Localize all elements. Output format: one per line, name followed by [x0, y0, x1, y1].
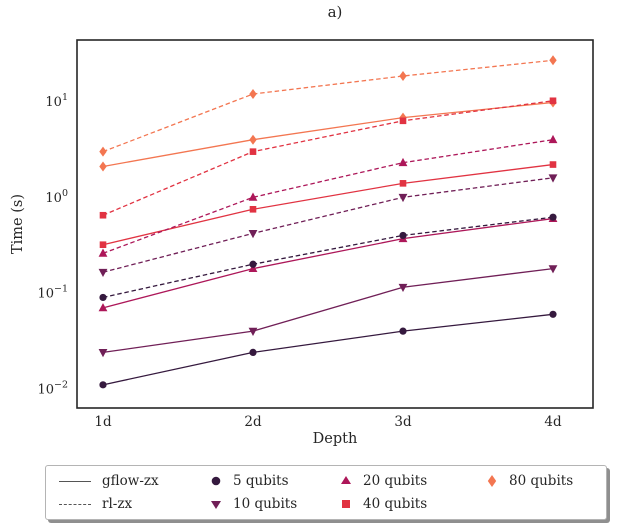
legend-label: 40 qubits — [363, 496, 428, 512]
series-line-40q-gflow-zx — [102, 163, 554, 246]
legend-entry-5-qubits: 5 qubits — [208, 470, 289, 492]
marker-diamond — [399, 71, 407, 82]
marker-triangle-down — [98, 268, 108, 278]
y-tick-label: 10−1 — [37, 284, 68, 302]
legend-label: 20 qubits — [363, 473, 428, 489]
plot-frame — [76, 39, 594, 409]
legend-box: gflow-zx rl-zx 5 qubits 10 qubits 20 qub… — [45, 465, 607, 520]
legend-entry-20-qubits: 20 qubits — [338, 470, 427, 492]
legend-entry-80-qubits: 80 qubits — [484, 470, 573, 492]
y-tick-label: 100 — [45, 188, 68, 206]
marker-triangle-down — [248, 229, 258, 239]
diamond-marker-icon — [487, 475, 497, 487]
legend-label: 80 qubits — [509, 473, 574, 489]
marker-square — [249, 148, 257, 155]
marker-triangle-up — [548, 134, 558, 144]
marker-diamond — [249, 89, 257, 100]
marker-square — [249, 205, 257, 213]
marker-diamond — [99, 161, 107, 172]
marker-circle — [99, 381, 107, 389]
marker-square — [99, 241, 107, 249]
square-marker-icon — [342, 500, 350, 508]
marker-triangle-down — [248, 327, 258, 336]
marker-diamond — [549, 55, 557, 66]
marker-square — [549, 97, 557, 105]
series-line-10q-rl-zx — [102, 177, 554, 273]
marker-diamond — [99, 146, 107, 157]
marker-triangle-up — [98, 248, 108, 257]
y-axis-label: Time (s) — [10, 193, 26, 255]
x-tick-label: 3d — [394, 414, 412, 430]
marker-triangle-up — [398, 157, 408, 167]
series-line-10q-gflow-zx — [102, 267, 554, 354]
marker-triangle-up — [98, 303, 108, 312]
x-axis-label: Depth — [312, 431, 358, 447]
legend-entry-rl-zx: rl-zx — [58, 493, 132, 515]
series-line-20q-gflow-zx — [102, 217, 554, 309]
marker-diamond — [249, 134, 257, 145]
marker-circle — [249, 348, 257, 356]
x-tick-label: 4d — [544, 414, 562, 430]
marker-circle — [249, 260, 257, 268]
marker-square — [99, 211, 107, 219]
marker-triangle-down — [548, 174, 558, 183]
solid-line-swatch — [58, 480, 92, 482]
marker-triangle-down — [398, 283, 408, 293]
series-line-5q-gflow-zx — [102, 313, 554, 386]
legend-label: gflow-zx — [102, 473, 159, 489]
marker-square — [399, 180, 407, 187]
marker-circle — [549, 213, 557, 221]
marker-square — [399, 117, 407, 125]
circle-marker-icon — [211, 476, 221, 486]
legend-entry-10-qubits: 10 qubits — [208, 493, 297, 515]
triangle-down-marker-icon — [211, 501, 221, 509]
x-tick-label: 1d — [94, 414, 112, 430]
y-tick-label: 101 — [45, 92, 68, 110]
legend-label: 5 qubits — [233, 473, 289, 489]
series-line-40q-rl-zx — [102, 100, 554, 216]
series-line-80q-rl-zx — [102, 59, 554, 153]
series-line-5q-rl-zx — [102, 216, 554, 299]
dashed-line-swatch — [58, 503, 92, 505]
legend-entry-40-qubits: 40 qubits — [338, 493, 427, 515]
legend-label: 10 qubits — [233, 496, 298, 512]
marker-triangle-down — [548, 265, 558, 274]
marker-triangle-up — [248, 192, 258, 201]
marker-triangle-down — [398, 193, 408, 203]
plot-canvas: 10−2 10−1 100 101 1d 2d 3d 4d — [37, 39, 594, 430]
marker-circle — [399, 231, 407, 240]
marker-triangle-up — [248, 263, 258, 273]
triangle-up-marker-icon — [341, 476, 351, 484]
series-line-80q-gflow-zx — [102, 101, 554, 168]
x-tick-label: 2d — [244, 414, 262, 430]
marker-circle — [549, 310, 557, 318]
legend-label: rl-zx — [102, 496, 133, 512]
marker-triangle-down — [98, 348, 108, 358]
series-line-20q-rl-zx — [102, 139, 554, 254]
marker-circle — [99, 293, 107, 302]
marker-circle — [399, 327, 407, 335]
legend-entry-gflow-zx: gflow-zx — [58, 470, 159, 492]
y-tick-label: 10−2 — [37, 379, 68, 397]
plot-title: a) — [327, 3, 343, 21]
marker-square — [549, 161, 557, 168]
